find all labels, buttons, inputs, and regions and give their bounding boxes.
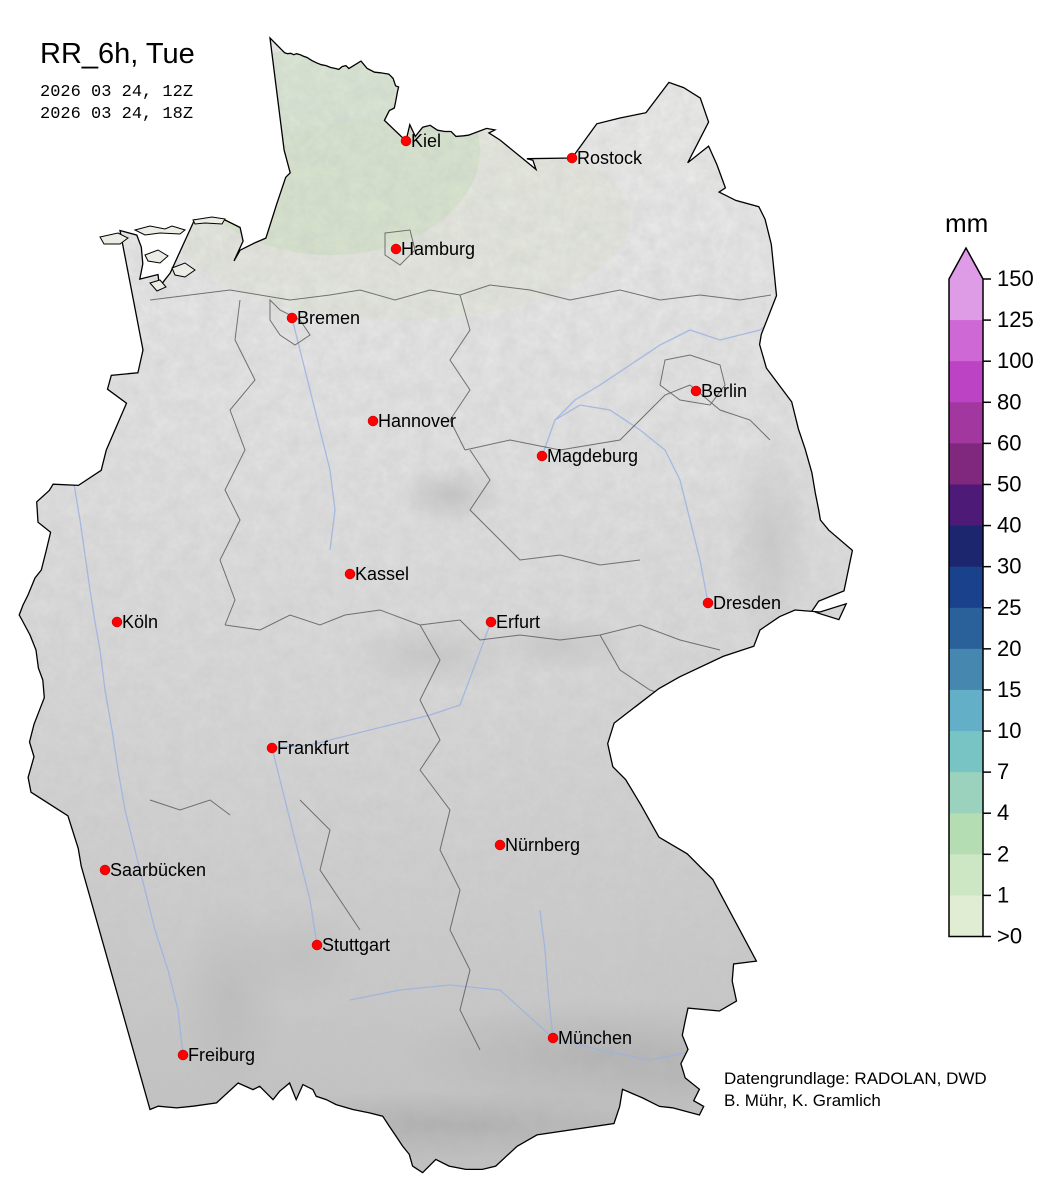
svg-text:125: 125 [997,307,1034,332]
svg-text:Kiel: Kiel [411,131,441,151]
svg-text:40: 40 [997,513,1021,538]
svg-text:Berlin: Berlin [701,381,747,401]
svg-text:Kassel: Kassel [355,564,409,584]
svg-text:4: 4 [997,800,1009,825]
svg-text:80: 80 [997,389,1021,414]
svg-text:100: 100 [997,348,1034,373]
svg-text:München: München [558,1028,632,1048]
svg-text:20: 20 [997,636,1021,661]
svg-text:Freiburg: Freiburg [188,1045,255,1065]
svg-text:Hamburg: Hamburg [401,239,475,259]
svg-text:2: 2 [997,841,1009,866]
svg-text:1: 1 [997,882,1009,907]
svg-text:Magdeburg: Magdeburg [547,446,638,466]
svg-text:60: 60 [997,430,1021,455]
svg-text:>0: >0 [997,924,1022,949]
svg-text:Nürnberg: Nürnberg [505,835,580,855]
svg-text:30: 30 [997,554,1021,579]
svg-text:Erfurt: Erfurt [496,612,540,632]
svg-text:Köln: Köln [122,612,158,632]
svg-text:10: 10 [997,718,1021,743]
svg-text:Stuttgart: Stuttgart [322,935,390,955]
svg-text:50: 50 [997,471,1021,496]
svg-text:25: 25 [997,595,1021,620]
svg-text:Rostock: Rostock [577,148,643,168]
svg-text:Frankfurt: Frankfurt [277,738,349,758]
svg-text:Bremen: Bremen [297,308,360,328]
svg-text:mm: mm [945,208,988,238]
svg-text:15: 15 [997,677,1021,702]
svg-text:Dresden: Dresden [713,593,781,613]
svg-text:7: 7 [997,759,1009,784]
svg-text:150: 150 [997,266,1034,291]
svg-text:Saarbücken: Saarbücken [110,860,206,880]
svg-text:Hannover: Hannover [378,411,456,431]
